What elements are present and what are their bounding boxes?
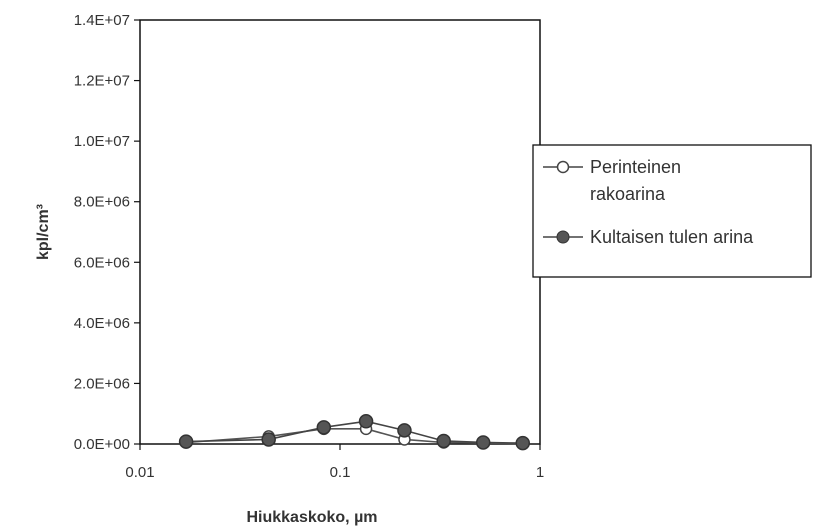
plot-area <box>139 19 541 445</box>
legend-marker-open-circle <box>556 160 570 174</box>
legend-label-perinteinen-line1: Perinteinen <box>590 157 681 177</box>
x-axis-title: Hiukkaskoko, µm <box>246 509 377 526</box>
x-tick-label: 0.1 <box>330 464 351 481</box>
x-tick-label: 0.01 <box>125 464 154 481</box>
y-tick-label: 2.0E+06 <box>74 375 130 392</box>
legend-label-perinteinen-line2: rakoarina <box>590 184 666 204</box>
data-point-kultaisen <box>475 435 491 450</box>
data-point-kultaisen <box>316 420 332 435</box>
y-tick-label: 8.0E+06 <box>74 194 130 211</box>
data-point-kultaisen <box>178 434 194 449</box>
x-axis-ticks: 0.01 0.1 1 <box>125 444 544 481</box>
data-point-kultaisen <box>358 414 374 429</box>
y-tick-label: 1.0E+07 <box>74 133 130 150</box>
legend-label-kultaisen: Kultaisen tulen arina <box>590 227 754 247</box>
legend: Perinteinen rakoarina Kultaisen tulen ar… <box>532 144 812 278</box>
legend-item-perinteinen: Perinteinen rakoarina <box>543 157 681 204</box>
legend-item-kultaisen: Kultaisen tulen arina <box>543 227 754 247</box>
y-axis-ticks: 0.0E+00 2.0E+06 4.0E+06 6.0E+06 8.0E+06 1.0E+… <box>74 12 140 453</box>
x-tick-label: 1 <box>536 464 544 481</box>
data-point-kultaisen <box>436 433 451 449</box>
y-axis-title: kpl/cm³ <box>35 204 52 260</box>
y-tick-label: 1.2E+07 <box>74 73 130 90</box>
data-point-kultaisen <box>397 423 412 438</box>
y-tick-label: 6.0E+06 <box>74 254 130 271</box>
y-tick-label: 0.0E+00 <box>74 436 130 453</box>
y-tick-label: 4.0E+06 <box>74 315 130 332</box>
data-point-kultaisen <box>515 435 531 451</box>
data-point-kultaisen <box>261 432 276 447</box>
series-layer <box>178 414 531 451</box>
y-tick-label: 1.4E+07 <box>74 12 130 29</box>
legend-marker-filled-circle <box>556 230 570 244</box>
